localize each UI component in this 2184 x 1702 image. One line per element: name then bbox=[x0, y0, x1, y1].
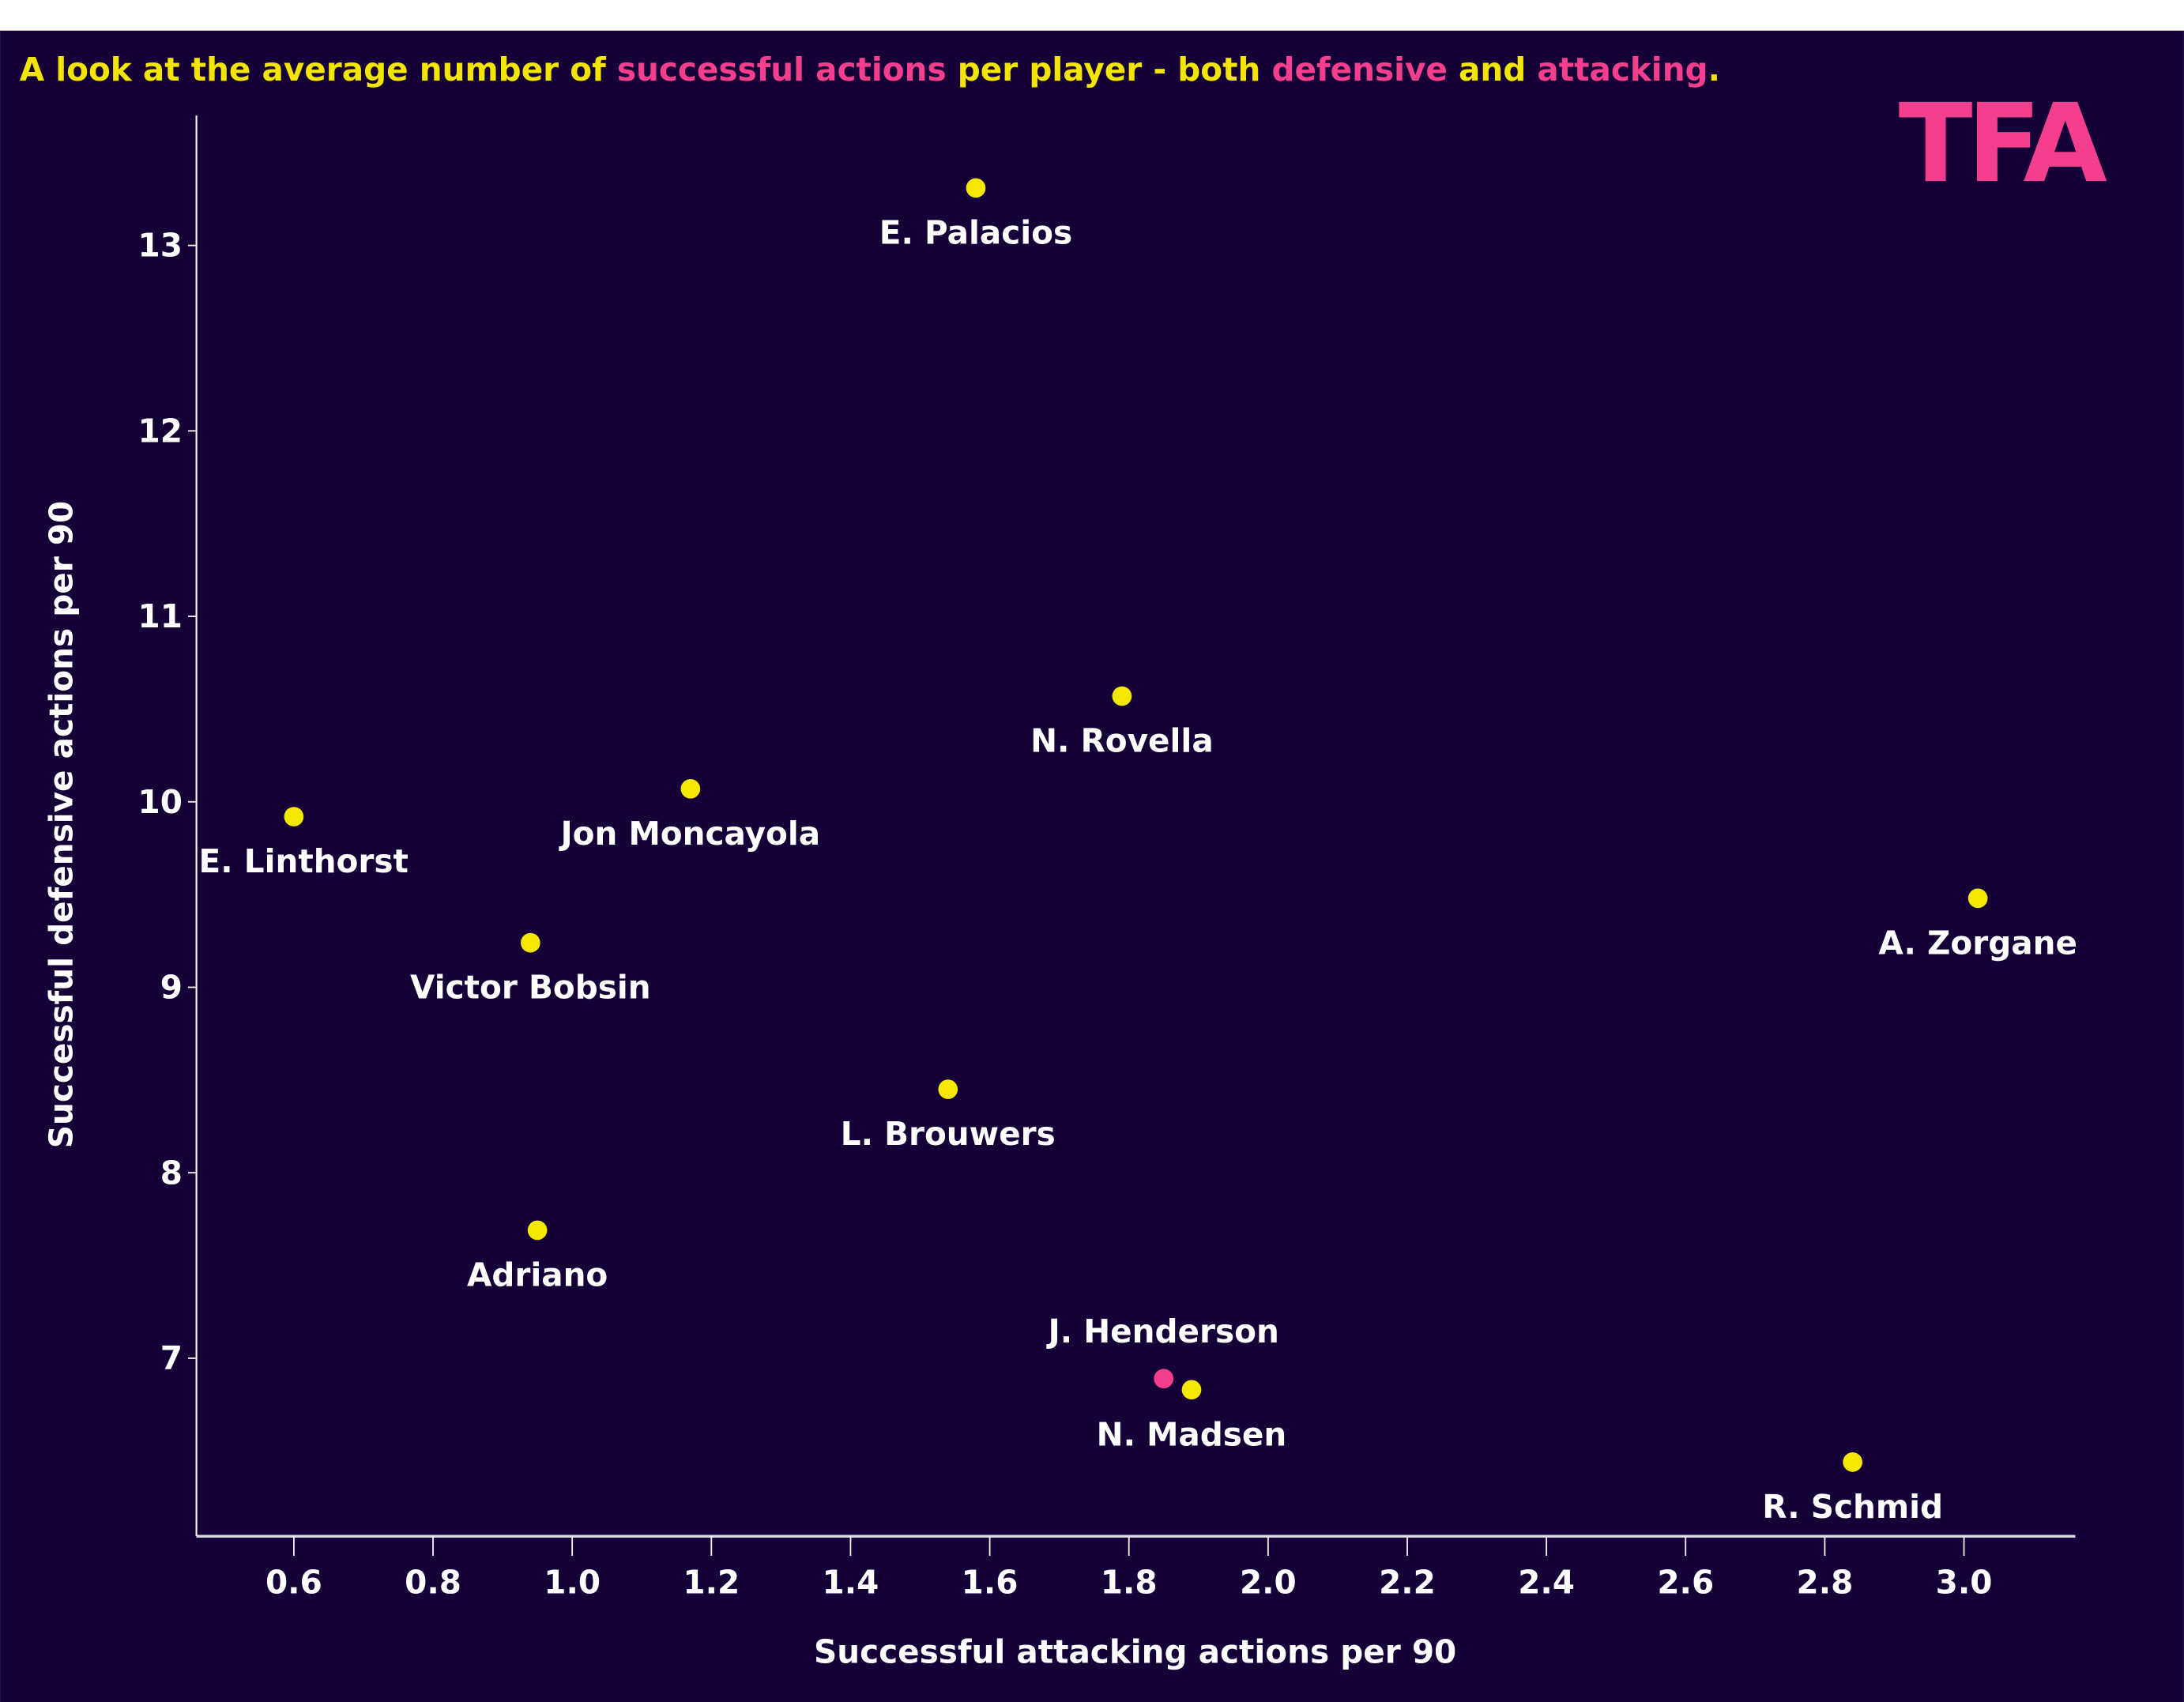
y-tick-label: 9 bbox=[160, 969, 183, 1007]
point-label: R. Schmid bbox=[1762, 1488, 1943, 1526]
point-label: N. Madsen bbox=[1097, 1415, 1287, 1453]
x-tick-label: 0.6 bbox=[265, 1564, 322, 1602]
point-label: Adriano bbox=[467, 1256, 608, 1293]
title-part: per player - both bbox=[947, 51, 1272, 88]
title-part: . bbox=[1708, 51, 1720, 88]
data-point bbox=[1843, 1452, 1862, 1472]
data-point bbox=[1154, 1369, 1174, 1389]
title-part: attacking bbox=[1537, 51, 1708, 88]
chart-title: A look at the average number of successf… bbox=[20, 51, 1720, 88]
point-label: Victor Bobsin bbox=[410, 969, 651, 1007]
y-tick-label: 8 bbox=[160, 1154, 183, 1192]
data-point bbox=[1967, 888, 1988, 909]
point-label: L. Brouwers bbox=[841, 1115, 1056, 1153]
x-axis-label: Successful attacking actions per 90 bbox=[814, 1633, 1456, 1671]
y-tick-label: 7 bbox=[160, 1339, 183, 1377]
x-tick-label: 2.0 bbox=[1240, 1564, 1297, 1602]
y-tick-label: 13 bbox=[138, 227, 183, 265]
title-part: and bbox=[1448, 51, 1537, 88]
point-label: N. Rovella bbox=[1030, 721, 1214, 759]
chart-background bbox=[0, 30, 2184, 1702]
y-tick-label: 11 bbox=[138, 597, 183, 635]
x-tick-label: 1.8 bbox=[1101, 1564, 1158, 1602]
data-point bbox=[284, 807, 304, 827]
data-point bbox=[527, 1220, 548, 1241]
y-tick-label: 10 bbox=[138, 783, 183, 821]
x-tick-label: 1.4 bbox=[823, 1564, 879, 1602]
data-point bbox=[520, 932, 540, 953]
tfa-logo: TFA bbox=[1899, 81, 2107, 207]
x-tick-label: 1.6 bbox=[962, 1564, 1019, 1602]
title-part: A look at the average number of bbox=[20, 51, 617, 88]
x-tick-label: 3.0 bbox=[1936, 1564, 1993, 1602]
x-tick-label: 1.2 bbox=[683, 1564, 740, 1602]
x-tick-label: 1.0 bbox=[544, 1564, 601, 1602]
y-tick-label: 12 bbox=[138, 412, 183, 450]
x-tick-label: 2.4 bbox=[1518, 1564, 1575, 1602]
point-label: E. Linthorst bbox=[199, 842, 409, 880]
data-point bbox=[938, 1079, 958, 1099]
point-label: A. Zorgane bbox=[1878, 924, 2077, 962]
x-tick-label: 2.6 bbox=[1657, 1564, 1714, 1602]
title-part: successful actions bbox=[617, 51, 947, 88]
point-label: J. Henderson bbox=[1046, 1312, 1279, 1350]
title-part: defensive bbox=[1271, 51, 1447, 88]
x-tick-label: 0.8 bbox=[405, 1564, 461, 1602]
data-point bbox=[680, 778, 701, 799]
x-tick-label: 2.8 bbox=[1797, 1564, 1854, 1602]
point-label: Jon Moncayola bbox=[559, 815, 821, 853]
data-point bbox=[1112, 686, 1132, 706]
point-label: E. Palacios bbox=[879, 213, 1072, 251]
data-point bbox=[966, 178, 986, 198]
x-tick-label: 2.2 bbox=[1379, 1564, 1436, 1602]
y-axis-label: Successful defensive actions per 90 bbox=[43, 501, 81, 1148]
data-point bbox=[1181, 1380, 1202, 1400]
top-white-band bbox=[0, 0, 2184, 31]
